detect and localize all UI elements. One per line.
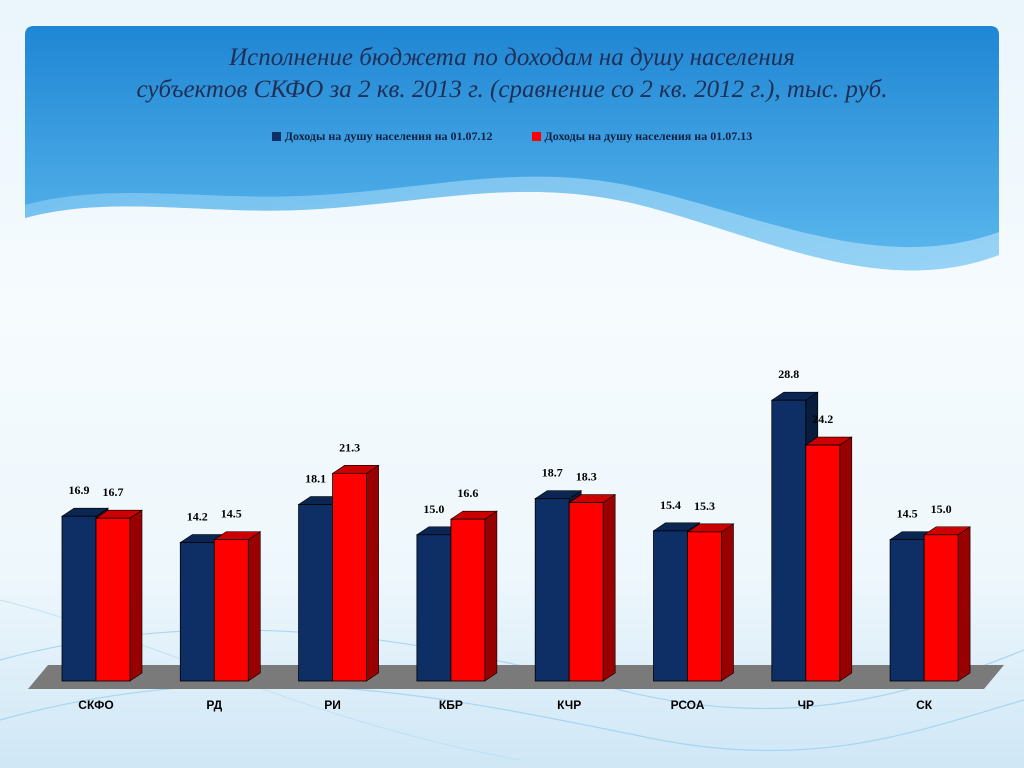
x-tick-label: СК [916,698,933,712]
legend-label-series-1: Доходы на душу населения на 01.07.12 [284,129,493,143]
data-label: 14.5 [221,507,242,521]
x-tick-label: КБР [439,698,463,712]
bar-side [721,523,734,682]
bar [805,444,841,682]
legend-item-series-1: Доходы на душу населения на 01.07.12 [271,129,493,144]
data-label: 18.3 [576,470,597,484]
data-label: 15.0 [931,502,952,516]
bar [213,539,249,682]
bar [653,530,688,682]
bar [568,502,604,682]
data-label: 16.6 [457,486,478,500]
bar [179,542,215,682]
data-label: 15.4 [660,498,681,512]
data-label: 28.8 [778,367,799,381]
chart-title: Исполнение бюджета по доходам на душу на… [24,42,1000,106]
legend-swatch-series-1 [271,132,281,141]
bar [889,539,925,682]
legend-swatch-series-2 [531,132,541,141]
chart-floor [28,665,1004,689]
bar-side [839,436,853,682]
title-line-2: субъектов СКФО за 2 кв. 2013 г. (сравнен… [136,76,888,103]
data-label: 24.2 [812,412,833,426]
data-label: 18.1 [305,472,326,486]
bar-side [602,494,616,682]
data-label: 14.2 [187,510,208,524]
legend: Доходы на душу населения на 01.07.12 Дох… [0,129,1024,145]
bar-side [484,510,498,682]
bar [534,498,570,682]
data-label: 16.9 [69,483,90,497]
x-tick-label: РД [206,698,222,712]
x-tick-label: РСОА [671,698,705,712]
bar [416,534,452,682]
data-label: 16.7 [103,485,124,499]
data-label: 15.3 [694,499,715,513]
bar [298,504,334,682]
data-label: 21.3 [339,440,360,454]
bar [450,518,486,682]
bar [771,399,807,682]
x-tick-label: КЧР [557,698,581,712]
x-tick-label: СКФО [78,698,113,712]
data-label: 15.0 [423,502,444,516]
bar [687,531,722,682]
x-tick-label: ЧР [798,698,814,712]
bar-side [957,526,971,682]
bar [95,517,131,682]
legend-label-series-2: Доходы на душу населения на 01.07.13 [544,129,753,143]
legend-item-series-2: Доходы на душу населения на 01.07.13 [531,129,753,144]
data-label: 18.7 [542,466,563,480]
bar [61,515,97,682]
bar [332,472,368,682]
header-wave [25,176,999,271]
data-label: 14.5 [897,507,918,521]
x-tick-label: РИ [324,698,341,712]
bar [923,534,959,682]
title-line-1: Исполнение бюджета по доходам на душу на… [229,44,795,71]
bar-side [129,509,143,682]
bar-side [248,531,261,682]
bar-side [366,464,379,682]
